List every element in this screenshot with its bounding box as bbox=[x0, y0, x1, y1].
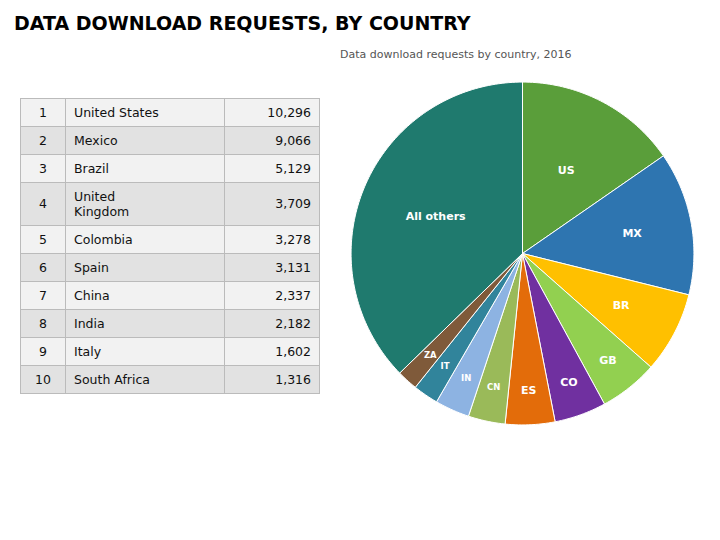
html-text:3,709: 3,709 bbox=[275, 196, 311, 211]
html-text:2: 2 bbox=[39, 132, 47, 148]
html-text:3: 3 bbox=[39, 160, 47, 176]
html-text:Colombia: Colombia bbox=[74, 231, 133, 247]
html-text:Italy: Italy bbox=[74, 343, 102, 359]
svg-text:GB: GB bbox=[599, 354, 616, 367]
html-text:South Africa: South Africa bbox=[74, 371, 150, 387]
html-text:10: 10 bbox=[35, 371, 51, 387]
html-text:1,316: 1,316 bbox=[275, 371, 311, 387]
svg-text:IN: IN bbox=[461, 373, 471, 383]
html-text:7: 7 bbox=[39, 287, 47, 303]
html-text:6: 6 bbox=[39, 259, 47, 275]
html-text:DATA DOWNLOAD REQUESTS, BY COU: DATA DOWNLOAD REQUESTS, BY COUNTRY bbox=[14, 12, 471, 34]
html-text:9,066: 9,066 bbox=[275, 132, 311, 148]
svg-text:BR: BR bbox=[613, 299, 630, 312]
svg-text:US: US bbox=[558, 163, 575, 176]
html-text:United Kingdom: United Kingdom bbox=[74, 188, 130, 219]
html-text:2,182: 2,182 bbox=[275, 315, 311, 331]
html-text:China: China bbox=[74, 287, 110, 303]
html-text:8: 8 bbox=[39, 315, 47, 331]
html-text:Spain: Spain bbox=[74, 259, 109, 275]
html-text:United States: United States bbox=[74, 104, 159, 120]
svg-text:MX: MX bbox=[622, 227, 642, 240]
html-text:Brazil: Brazil bbox=[74, 160, 109, 176]
svg-text:ZA: ZA bbox=[424, 350, 437, 360]
svg-text:IT: IT bbox=[441, 361, 450, 371]
html-text:4: 4 bbox=[39, 196, 47, 211]
svg-text:ES: ES bbox=[521, 384, 537, 397]
svg-text:CN: CN bbox=[487, 382, 500, 392]
html-text:Mexico: Mexico bbox=[74, 132, 118, 148]
html-text:1,602: 1,602 bbox=[275, 343, 311, 359]
html-text:9: 9 bbox=[39, 343, 47, 359]
html-text:Data download requests by coun: Data download requests by country, 2016 bbox=[340, 48, 572, 61]
html-text:2,337: 2,337 bbox=[275, 287, 311, 303]
html-text:10,296: 10,296 bbox=[267, 104, 311, 120]
html-text:5,129: 5,129 bbox=[275, 160, 311, 176]
html-text:1: 1 bbox=[39, 104, 47, 120]
html-text:India: India bbox=[74, 315, 105, 331]
html-text:5: 5 bbox=[39, 231, 47, 247]
html-text:3,131: 3,131 bbox=[275, 259, 311, 275]
svg-text:CO: CO bbox=[560, 376, 577, 389]
html-text:3,278: 3,278 bbox=[275, 231, 311, 247]
svg-text:All others: All others bbox=[406, 210, 466, 223]
